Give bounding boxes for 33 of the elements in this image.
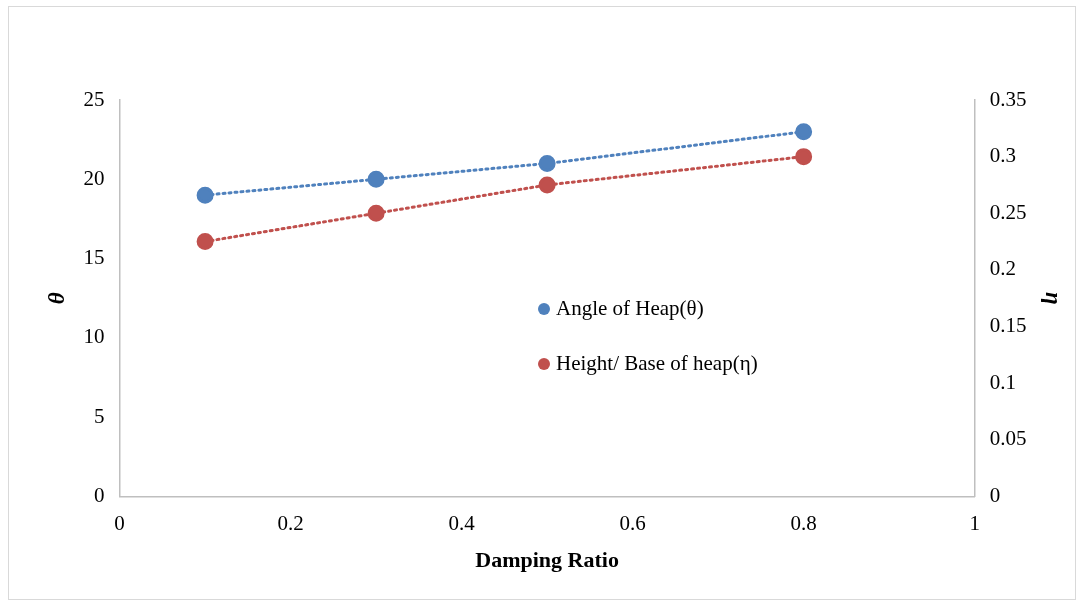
point <box>367 204 385 222</box>
y-tick-label: 25 <box>83 86 105 111</box>
y-tick-label: 20 <box>83 165 105 190</box>
point <box>196 233 214 251</box>
y2-tick-label: 0 <box>989 482 1001 507</box>
point <box>367 170 385 188</box>
point <box>538 176 556 194</box>
y2-tick-label: 0.1 <box>989 369 1016 394</box>
y-tick-label: 5 <box>94 403 105 428</box>
point <box>795 148 813 166</box>
point <box>538 154 556 172</box>
y-tick-label: 15 <box>83 245 105 270</box>
point <box>795 123 813 141</box>
point <box>196 186 214 204</box>
x-axis-title: Damping Ratio <box>475 547 619 573</box>
y2-tick-label: 0.15 <box>989 313 1027 338</box>
x-tick-label: 0 <box>114 510 125 535</box>
y-tick-label: 10 <box>83 324 105 349</box>
x-tick-label: 0.4 <box>448 510 476 535</box>
x-tick-label: 0.8 <box>790 510 817 535</box>
y-tick-label: 0 <box>94 482 105 507</box>
x-tick-label: 0.2 <box>277 510 304 535</box>
legend-label: Angle of Heap(θ) <box>556 296 704 321</box>
legend-label: Height/ Base of heap(η) <box>556 351 758 376</box>
y2-tick-label: 0.05 <box>989 426 1027 451</box>
y-axis-title: θ <box>43 292 69 305</box>
x-tick-label: 0.6 <box>619 510 646 535</box>
y2-tick-label: 0.25 <box>989 199 1027 224</box>
y2-tick-label: 0.3 <box>989 143 1016 168</box>
y2-tick-label: 0.2 <box>989 256 1016 281</box>
y2-tick-label: 0.35 <box>989 86 1027 111</box>
x-tick-label: 1 <box>969 510 980 535</box>
y2-axis-title: η <box>1041 291 1067 305</box>
